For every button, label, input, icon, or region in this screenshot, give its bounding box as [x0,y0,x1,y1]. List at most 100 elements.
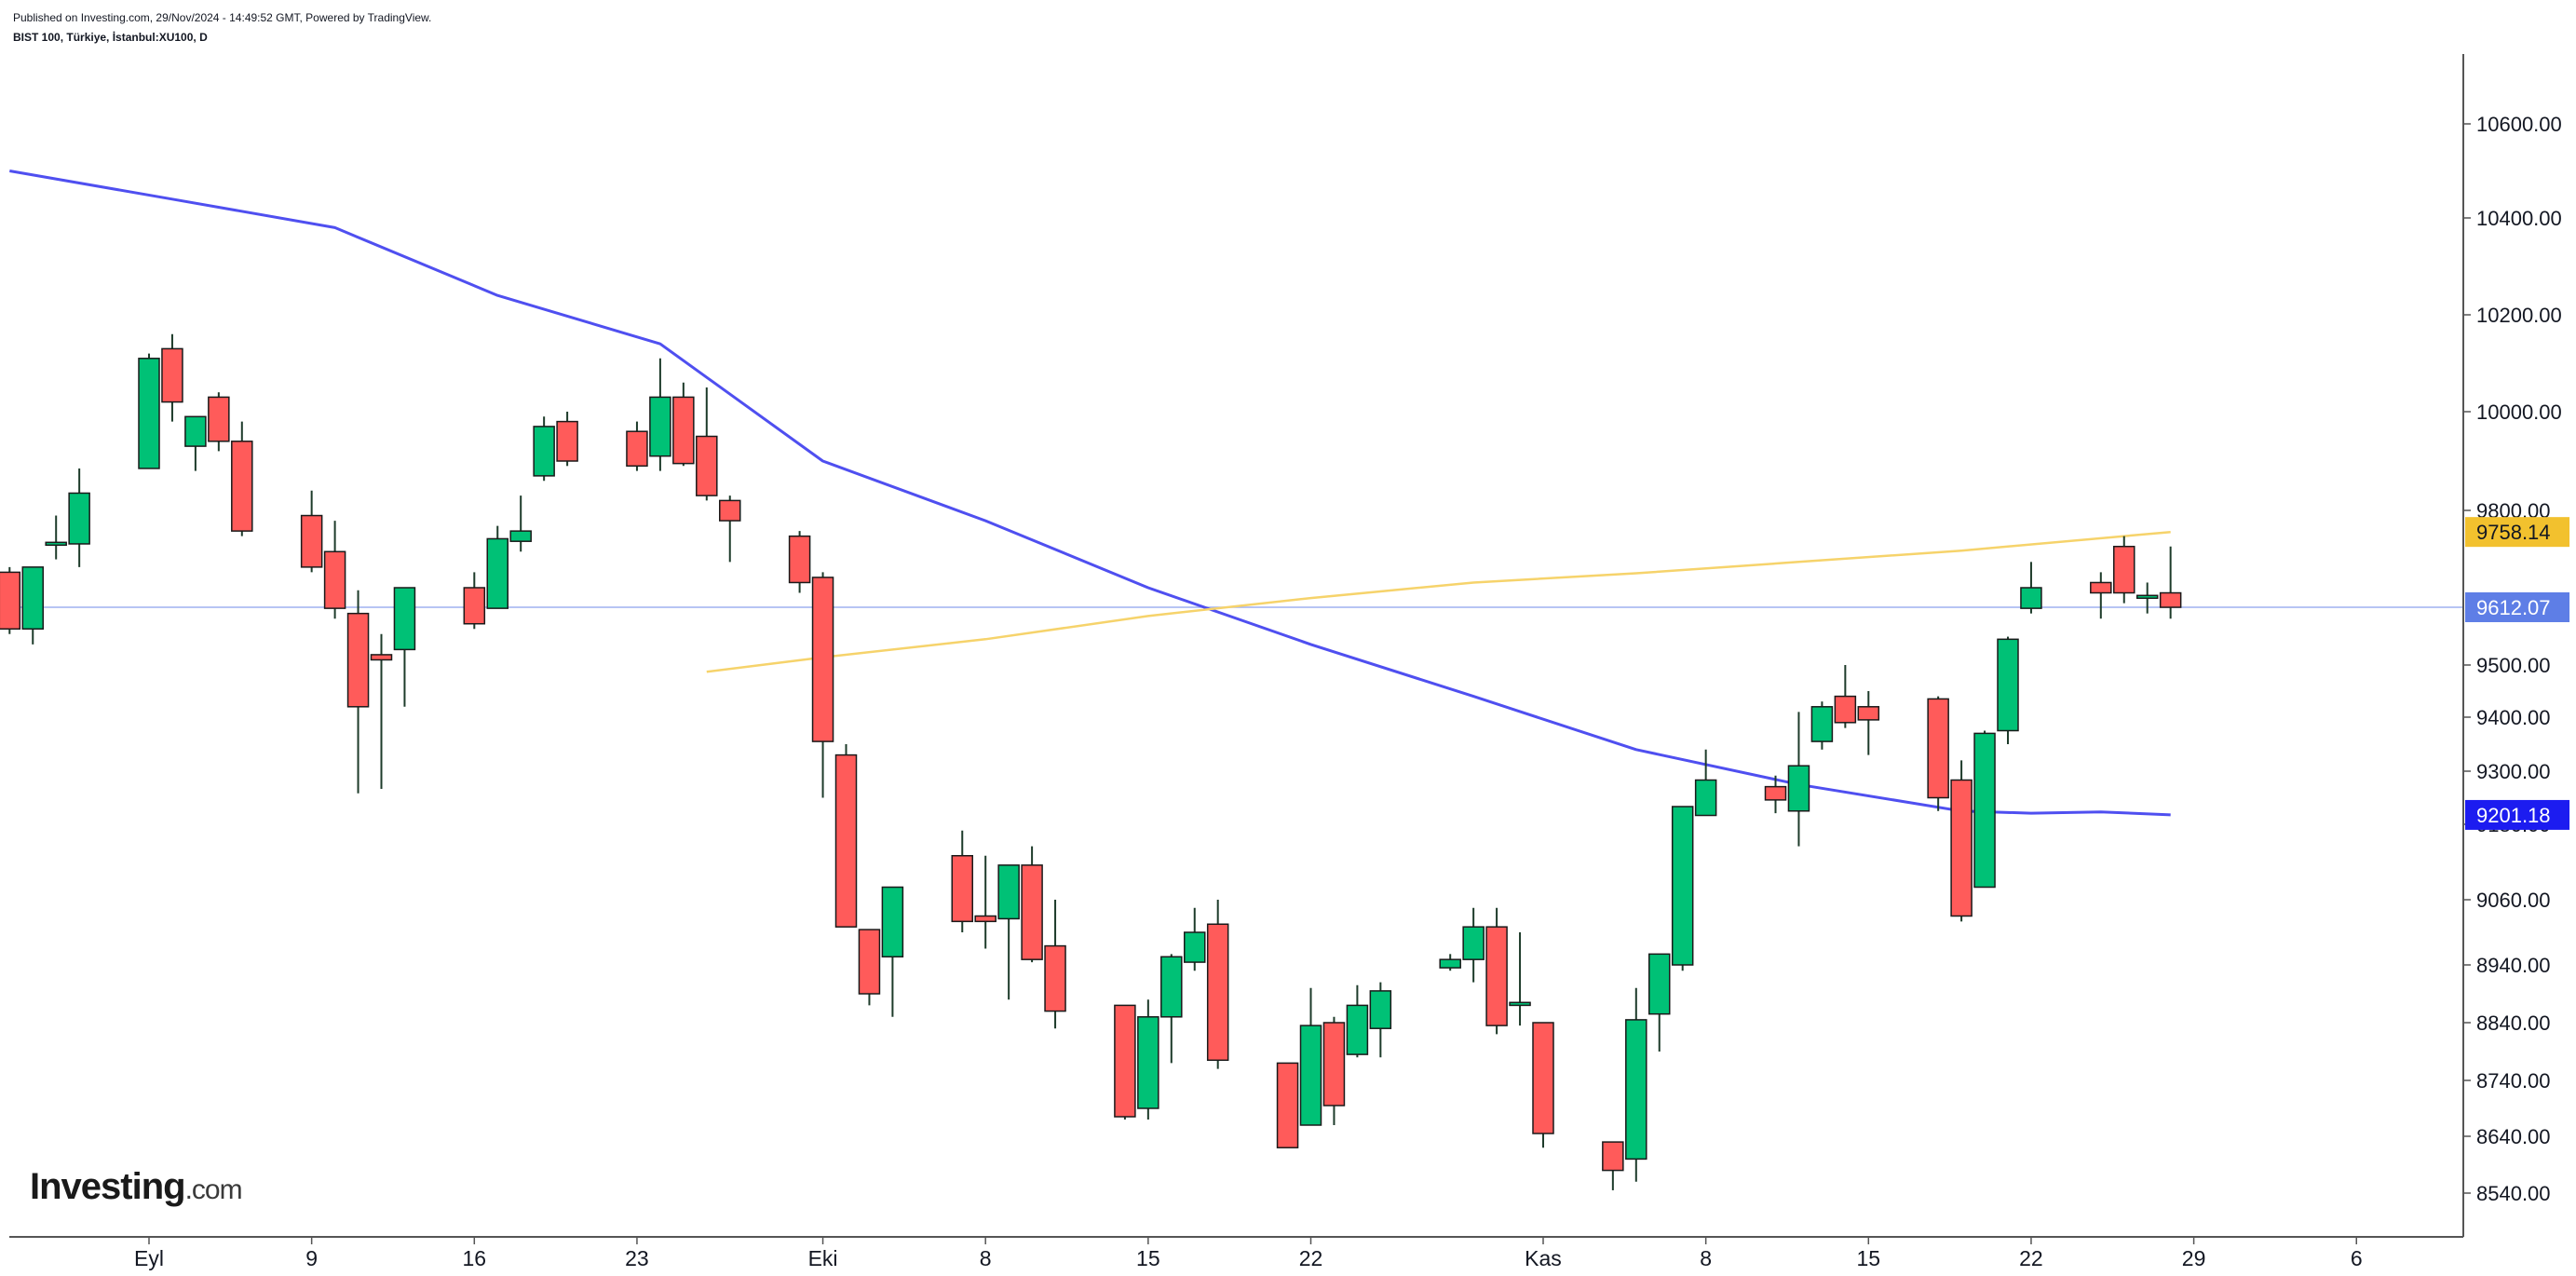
candle-body [463,587,486,625]
candle [1137,999,1159,1120]
candle-body [1973,732,1996,889]
candle [370,633,393,789]
candle-body [1857,706,1880,721]
candle [184,415,207,471]
x-tick-label: 23 [625,1246,649,1270]
y-tick-label: 10400.00 [2476,207,2562,230]
price-tag: 9758.14 [2465,517,2569,548]
candle [300,490,323,573]
candle-body [2113,545,2135,594]
candle [1044,900,1066,1029]
candle-body [231,441,253,532]
x-tick-label: 6 [2351,1246,2363,1270]
x-tick-label: Eyl [134,1246,164,1270]
candle [2090,572,2112,619]
price-tag: 9201.18 [2465,799,2569,830]
candle [1997,636,2019,744]
candle-body [626,430,648,468]
candle [1206,900,1229,1069]
candle [1787,712,1810,847]
candle [1927,696,1949,811]
candle-body [672,396,695,465]
candle [1834,665,1857,728]
candle-body [1602,1141,1624,1172]
y-tick-label: 8640.00 [2476,1125,2551,1148]
moving-average-line-short [9,170,2171,817]
candle-body [974,915,997,923]
candle [208,392,230,452]
candle-body [1509,1001,1531,1007]
candle-body [346,612,370,708]
candle [1346,984,1369,1058]
x-tick-label: Kas [1525,1246,1562,1270]
candle [2135,582,2159,614]
candle [1114,1004,1136,1120]
logo-brand: Investing [30,1166,186,1207]
candle-body [858,929,881,995]
x-tick-label: 22 [1299,1246,1323,1270]
candle [1625,987,1647,1182]
candles-layer [0,333,2182,1190]
candle [1462,907,1485,983]
candle [0,566,21,634]
candle [1322,1016,1346,1125]
chart-header: Published on Investing.com, 29/Nov/2024 … [13,8,431,48]
candle-body [0,571,21,631]
candle-body [556,420,578,462]
candle [68,468,90,567]
investing-logo: Investing.com [30,1166,243,1208]
candle-body [951,855,973,923]
y-tick-label: 9400.00 [2476,706,2551,729]
candle-body [1532,1022,1554,1134]
candle-body [1950,779,1973,917]
candle [1021,846,1043,963]
candle-body [649,396,671,457]
candle-body [1787,765,1810,812]
y-tick-label: 8540.00 [2476,1182,2551,1205]
candle [1950,760,1973,922]
candle [1810,701,1834,750]
candle [231,421,253,536]
candle [788,531,811,593]
candle-body [1044,944,1066,1012]
y-tick-label: 10000.00 [2476,400,2562,424]
candle-body [1114,1004,1136,1118]
x-tick-label: 8 [1700,1246,1712,1270]
x-tick-label: Eki [808,1246,838,1270]
candle [881,886,904,1017]
price-tag-label: 9201.18 [2476,804,2551,827]
candle-body [719,499,741,522]
candle [1602,1141,1624,1190]
candle [1648,953,1671,1052]
candle-body [1137,1016,1159,1109]
candle-body [68,492,90,545]
candle-body [1299,1025,1322,1126]
candle [1439,954,1461,971]
candle-body [811,577,834,742]
candle [138,353,160,469]
ticker-title: BIST 100, Türkiye, İstanbul:XU100, D [13,31,208,44]
candle [463,572,486,630]
candle-body [1439,958,1461,969]
x-tick-label: 15 [1857,1246,1881,1270]
published-note: Published on Investing.com, 29/Nov/2024 … [13,11,432,24]
candle-body [2159,591,2182,608]
candle [1857,691,1880,755]
candle-body [208,396,230,442]
candle-body [1462,926,1485,960]
price-tag-label: 9758.14 [2476,521,2551,544]
candle-body [1625,1019,1647,1161]
candle-body [45,541,67,547]
candle-body [1346,1004,1369,1055]
candle-body [184,415,207,447]
x-tick-label: 22 [2019,1246,2043,1270]
candle-body [1184,931,1206,963]
candle [1485,907,1508,1035]
y-tick-label: 8740.00 [2476,1069,2551,1093]
candle [649,358,671,471]
candle-body [393,587,416,651]
candle-body [323,550,346,609]
candle-body [1834,695,1857,724]
candle [1299,987,1322,1126]
